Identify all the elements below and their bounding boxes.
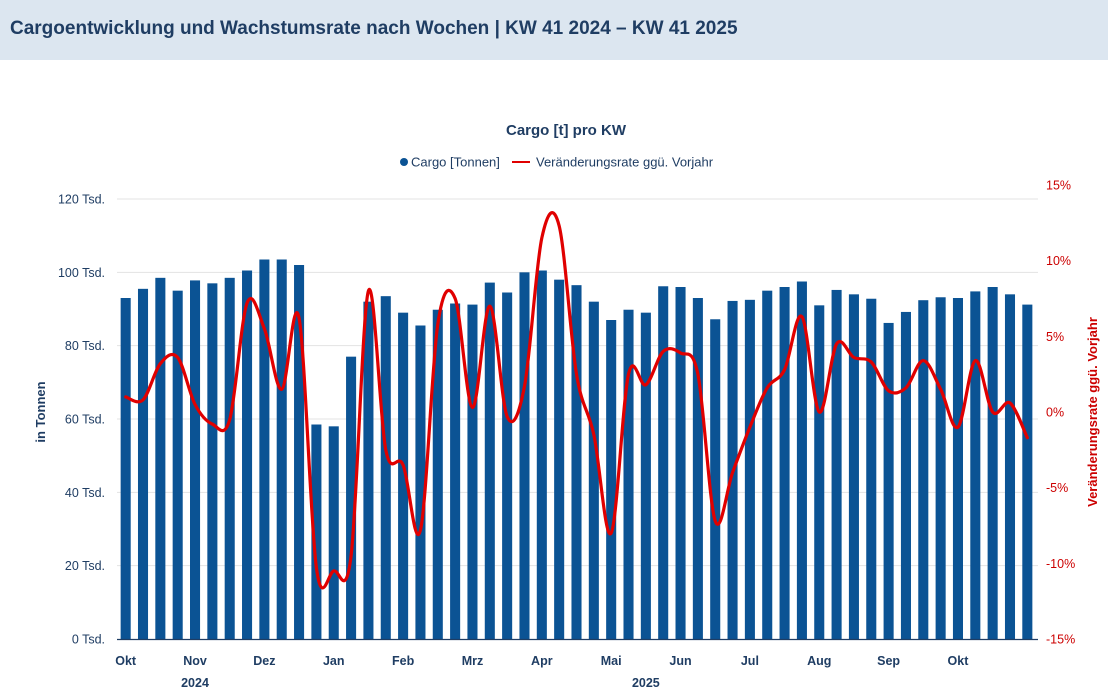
cargo-bar[interactable] <box>918 300 929 639</box>
x-month-label: Mrz <box>462 654 484 668</box>
x-month-label: Jun <box>669 654 691 668</box>
cargo-bar[interactable] <box>207 283 218 639</box>
y-left-tick-label: 80 Tsd. <box>65 339 105 353</box>
x-month-label: Jul <box>741 654 759 668</box>
cargo-bar[interactable] <box>536 270 547 640</box>
cargo-bar[interactable] <box>900 311 911 639</box>
cargo-bar[interactable] <box>502 292 513 640</box>
cargo-bar[interactable] <box>328 426 339 639</box>
x-month-label: Dez <box>253 654 275 668</box>
cargo-bar[interactable] <box>224 277 235 639</box>
cargo-bar[interactable] <box>242 270 253 640</box>
cargo-bar[interactable] <box>276 259 287 640</box>
cargo-bar[interactable] <box>398 312 409 639</box>
x-month-label: Okt <box>948 654 970 668</box>
cargo-bar[interactable] <box>848 294 859 639</box>
cargo-bar[interactable] <box>935 297 946 639</box>
cargo-bar[interactable] <box>311 424 322 640</box>
cargo-bar[interactable] <box>692 298 703 639</box>
x-year-label: 2024 <box>181 676 209 690</box>
cargo-bar[interactable] <box>814 305 825 639</box>
rate-line-layer <box>124 211 1029 590</box>
x-month-label: Jan <box>323 654 345 668</box>
cargo-bar[interactable] <box>987 287 998 639</box>
cargo-bar[interactable] <box>484 282 495 639</box>
cargo-bar[interactable] <box>432 309 443 639</box>
x-month-label: Apr <box>531 654 553 668</box>
y-left-tick-label: 20 Tsd. <box>65 559 105 573</box>
cargo-bar[interactable] <box>294 265 305 639</box>
cargo-bar[interactable] <box>658 286 669 639</box>
cargo-bar[interactable] <box>346 356 357 639</box>
cargo-bar[interactable] <box>640 312 651 639</box>
y-left-tick-label: 100 Tsd. <box>58 266 105 280</box>
x-year-label: 2025 <box>632 676 660 690</box>
cargo-bar[interactable] <box>744 299 755 639</box>
cargo-bar[interactable] <box>831 289 842 639</box>
cargo-bar[interactable] <box>606 320 617 639</box>
x-month-label: Aug <box>807 654 831 668</box>
y-right-tick-label: -10% <box>1046 557 1075 571</box>
cargo-bar[interactable] <box>623 309 634 639</box>
y-left-tick-label: 40 Tsd. <box>65 486 105 500</box>
cargo-bar[interactable] <box>1022 304 1033 639</box>
x-month-label: Mai <box>601 654 622 668</box>
x-month-label: Nov <box>183 654 207 668</box>
cargo-bar[interactable] <box>450 303 461 640</box>
cargo-bar[interactable] <box>415 325 426 640</box>
cargo-bar[interactable] <box>1004 294 1016 639</box>
cargo-bar[interactable] <box>796 281 807 640</box>
y-right-tick-label: -15% <box>1046 633 1075 647</box>
y-right-tick-label: 15% <box>1046 179 1071 193</box>
y-right-tick-label: 10% <box>1046 254 1071 268</box>
x-month-label: Okt <box>115 654 137 668</box>
y-left-tick-label: 120 Tsd. <box>58 193 105 207</box>
y-right-axis-label: Veränderungsrate ggü. Vorjahr <box>1085 317 1100 507</box>
cargo-bar[interactable] <box>779 287 790 639</box>
y-left-axis-label: in Tonnen <box>33 381 48 442</box>
cargo-bar[interactable] <box>588 301 599 639</box>
cargo-bar[interactable] <box>710 319 721 639</box>
legend-cargo-marker <box>400 158 408 166</box>
y-right-tick-label: 0% <box>1046 406 1064 420</box>
cargo-bar[interactable] <box>675 287 686 639</box>
axes: 0 Tsd. 20 Tsd. 40 Tsd. 60 Tsd. 80 Tsd. 100 Ts… <box>58 179 1075 691</box>
cargo-bar[interactable] <box>259 259 270 640</box>
cargo-bar[interactable] <box>137 288 149 639</box>
cargo-bar[interactable] <box>189 280 201 639</box>
legend: Cargo [Tonnen] Veränderungsrate ggü. Vor… <box>400 155 714 170</box>
cargo-bar[interactable] <box>762 290 773 639</box>
x-month-label: Sep <box>877 654 900 668</box>
cargo-bar[interactable] <box>952 298 964 639</box>
y-right-tick-label: 5% <box>1046 330 1064 344</box>
cargo-bar[interactable] <box>866 298 877 639</box>
cargo-bar[interactable] <box>467 304 478 639</box>
cargo-bar[interactable] <box>172 290 183 639</box>
rate-line[interactable] <box>124 211 1029 590</box>
cargo-bar[interactable] <box>970 291 981 639</box>
y-left-tick-label: 60 Tsd. <box>65 413 105 427</box>
page-title: Cargoentwicklung und Wachstumsrate nach … <box>10 18 738 39</box>
cargo-bar[interactable] <box>155 277 166 639</box>
legend-rate-label[interactable]: Veränderungsrate ggü. Vorjahr <box>536 155 714 170</box>
cargo-bar[interactable] <box>380 296 391 639</box>
x-month-label: Feb <box>392 654 415 668</box>
cargo-bars <box>120 259 1033 640</box>
y-right-tick-label: -5% <box>1046 481 1068 495</box>
y-left-tick-label: 0 Tsd. <box>72 633 105 647</box>
cargo-bar[interactable] <box>519 272 530 639</box>
cargo-bar[interactable] <box>120 298 131 639</box>
cargo-bar[interactable] <box>571 285 582 639</box>
legend-cargo-label[interactable]: Cargo [Tonnen] <box>411 155 500 170</box>
chart-title: Cargo [t] pro KW <box>506 122 627 139</box>
cargo-bar[interactable] <box>363 301 374 639</box>
cargo-bar[interactable] <box>554 279 565 639</box>
header-bar: Cargoentwicklung und Wachstumsrate nach … <box>0 0 1108 60</box>
cargo-bar[interactable] <box>883 322 894 639</box>
